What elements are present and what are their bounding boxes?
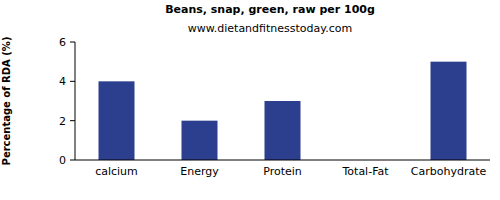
bar: [265, 101, 301, 160]
y-tick-label: 0: [59, 154, 66, 167]
y-tick-label: 4: [59, 75, 66, 88]
y-tick: [70, 160, 75, 161]
chart-svg: Beans, snap, green, raw per 100g www.diet…: [0, 0, 500, 200]
bars: [99, 62, 467, 160]
y-tick: [70, 120, 75, 121]
y-tick: [70, 81, 75, 82]
x-tick-label: Energy: [180, 165, 219, 178]
chart-container: Beans, snap, green, raw per 100g www.diet…: [0, 0, 500, 200]
y-tick-label: 6: [59, 36, 66, 49]
y-tick-label: 2: [59, 115, 66, 128]
x-tick-label: calcium: [95, 165, 138, 178]
bar: [182, 121, 218, 160]
y-tick: [70, 42, 75, 43]
x-tick-label: Protein: [263, 165, 302, 178]
bar: [99, 81, 135, 160]
bar: [431, 62, 467, 160]
x-axis: [75, 160, 490, 161]
x-tick-label: Carbohydrate: [411, 165, 487, 178]
x-tick-label: Total-Fat: [341, 165, 389, 178]
title: Beans, snap, green, raw per 100g: [165, 3, 375, 16]
subtitle: www.dietandfitnesstoday.com: [188, 22, 352, 35]
y-axis: [75, 42, 76, 160]
y-axis-label: Percentage of RDA (%): [1, 37, 12, 166]
